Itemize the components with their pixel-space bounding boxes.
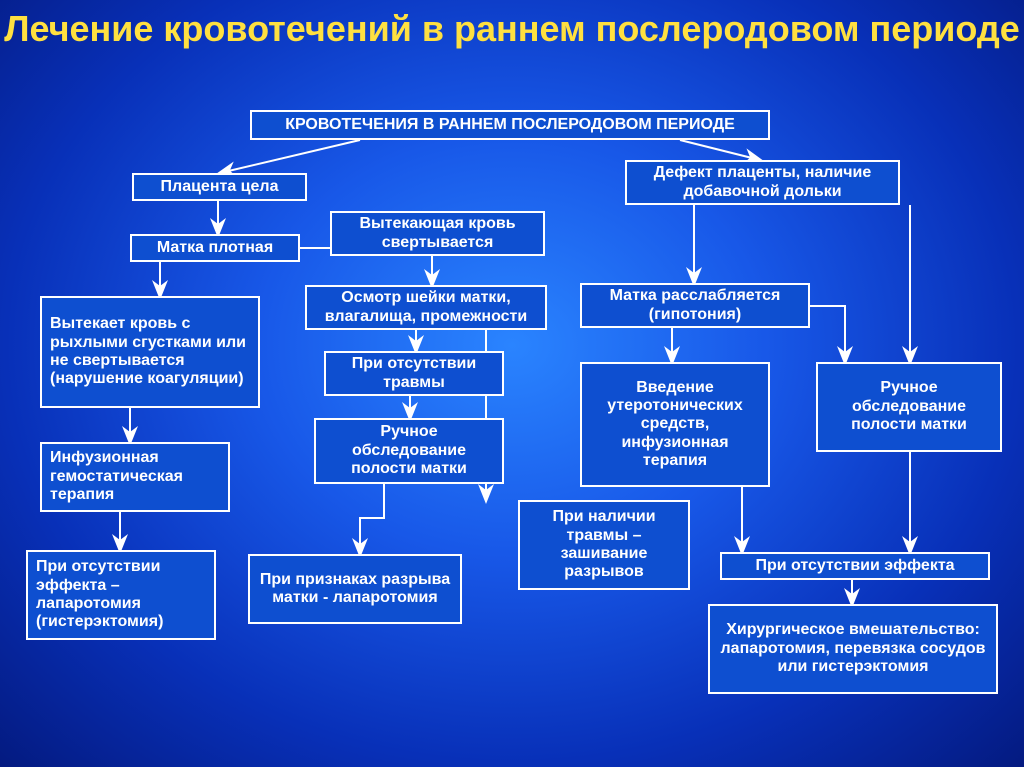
node-exam: Осмотр шейки матки, влагалища, промежнос… (305, 285, 547, 330)
edge-root-defect (680, 140, 760, 160)
node-surgery: Хирургическое вмешательство: лапаротомия… (708, 604, 998, 694)
node-rupture: При признаках разрыва матки - лапаротоми… (248, 554, 462, 624)
node-manual2: Ручное обследование полости матки (816, 362, 1002, 452)
node-utero: Введение утеротонических средств, инфузи… (580, 362, 770, 487)
node-uterus_dense: Матка плотная (130, 234, 300, 262)
node-plac_whole: Плацента цела (132, 173, 307, 201)
node-no_trauma: При отсутствии травмы (324, 351, 504, 396)
edge-relax-manual2 (810, 306, 845, 362)
node-root: КРОВОТЕЧЕНИЯ В РАННЕМ ПОСЛЕРОДОВОМ ПЕРИО… (250, 110, 770, 140)
node-trauma_yes: При наличии травмы – зашивание разрывов (518, 500, 690, 590)
node-coag: Вытекает кровь с рыхлыми сгустками или н… (40, 296, 260, 408)
node-defect: Дефект плаценты, наличие добавочной доль… (625, 160, 900, 205)
node-blood_clots: Вытекающая кровь свертывается (330, 211, 545, 256)
node-no_effect_r: При отсутствии эффекта (720, 552, 990, 580)
page-title: Лечение кровотечений в раннем послеродов… (0, 8, 1024, 49)
node-no_effect_l: При отсутствии эффекта – лапаротомия (ги… (26, 550, 216, 640)
node-manual1: Ручное обследование полости матки (314, 418, 504, 484)
node-infusion: Инфузионная гемостатическая терапия (40, 442, 230, 512)
node-relax: Матка расслабляется (гипотония) (580, 283, 810, 328)
edge-manual1-rupture (360, 484, 384, 554)
edge-root-plac_whole (220, 140, 360, 173)
